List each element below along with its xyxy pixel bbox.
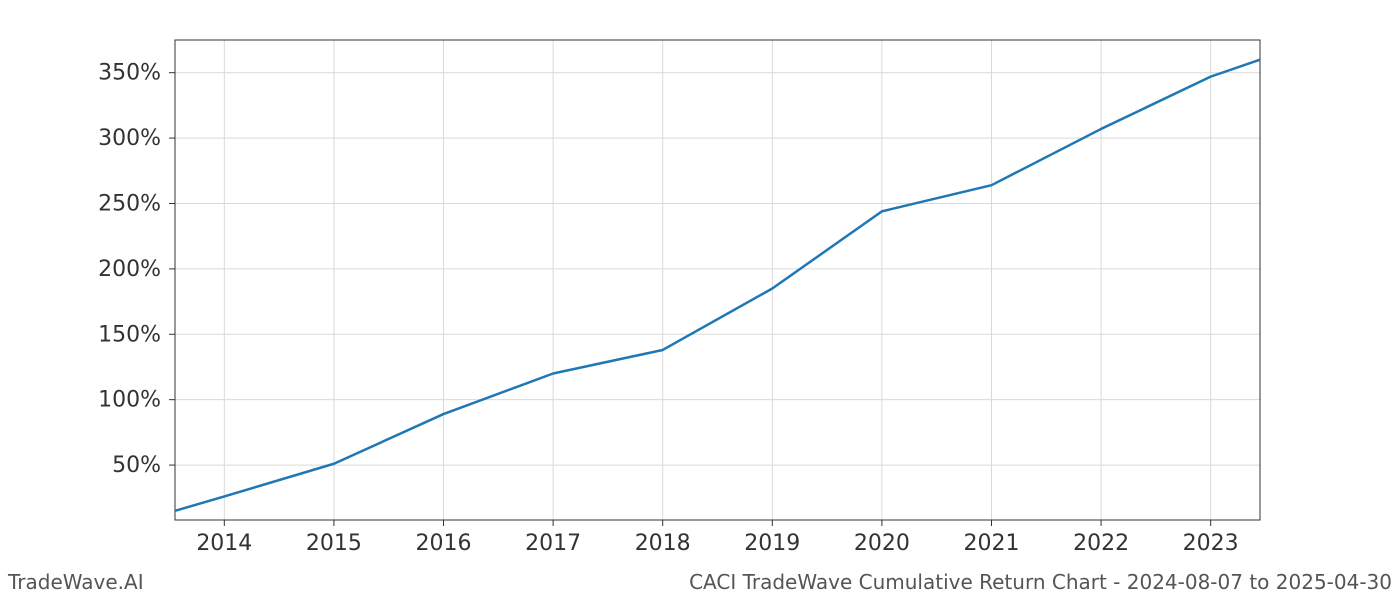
y-tick-label: 200%	[98, 257, 161, 282]
x-tick-label: 2018	[635, 531, 691, 556]
footer-left-brand: TradeWave.AI	[8, 570, 144, 594]
y-tick-label: 100%	[98, 388, 161, 413]
footer-right-caption: CACI TradeWave Cumulative Return Chart -…	[689, 570, 1392, 594]
x-tick-label: 2020	[854, 531, 910, 556]
x-tick-label: 2023	[1183, 531, 1239, 556]
x-tick-label: 2019	[744, 531, 800, 556]
chart-background	[0, 0, 1400, 600]
chart-container: 2014 2015 2016 2017 2018 2019 2020 2021 2022 2023…	[0, 0, 1400, 600]
x-tick-label: 2016	[416, 531, 472, 556]
x-tick-label: 2022	[1073, 531, 1129, 556]
y-tick-label: 350%	[98, 61, 161, 86]
y-tick-label: 150%	[98, 322, 161, 347]
y-tick-label: 300%	[98, 126, 161, 151]
x-tick-label: 2021	[963, 531, 1019, 556]
x-tick-label: 2017	[525, 531, 581, 556]
x-tick-label: 2015	[306, 531, 362, 556]
x-tick-label: 2014	[196, 531, 252, 556]
line-chart: 2014 2015 2016 2017 2018 2019 2020 2021 2022 2023…	[0, 0, 1400, 600]
y-tick-label: 250%	[98, 191, 161, 216]
y-tick-label: 50%	[112, 453, 161, 478]
